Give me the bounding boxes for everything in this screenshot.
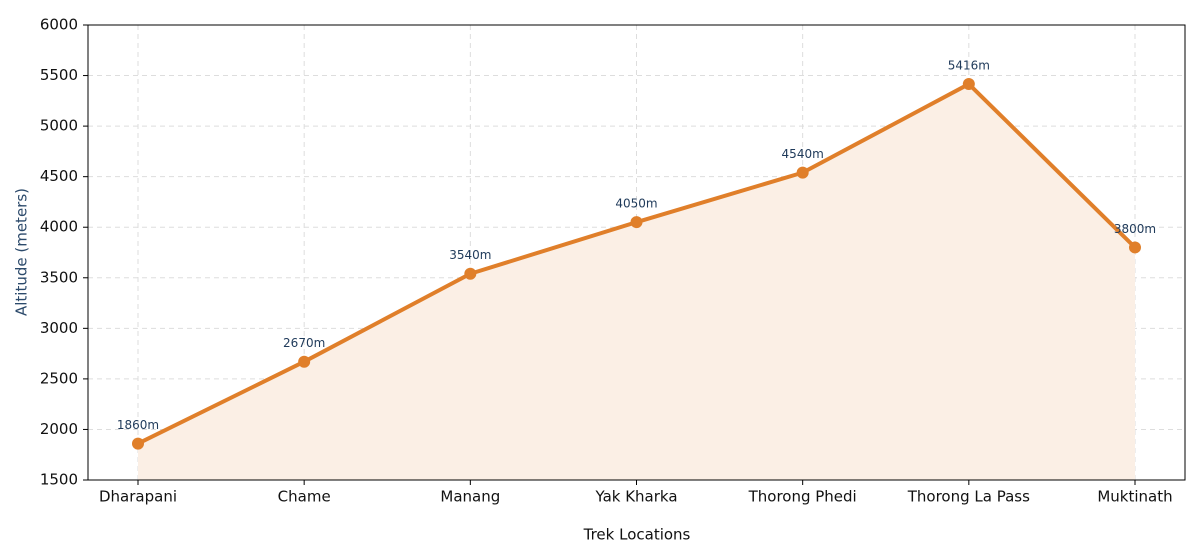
- y-tick-label: 5500: [40, 66, 78, 84]
- data-label: 2670m: [283, 336, 325, 350]
- y-tick-label: 6000: [40, 16, 78, 34]
- x-tick-label: Manang: [440, 488, 500, 506]
- x-tick-label: Yak Kharka: [594, 488, 677, 506]
- point: [132, 437, 144, 450]
- point: [796, 166, 809, 179]
- y-tick-label: 1500: [40, 471, 78, 489]
- y-tick-label: 2000: [40, 420, 78, 438]
- x-axis-label: Trek Locations: [583, 526, 691, 544]
- y-tick-label: 3500: [40, 268, 78, 286]
- data-label: 1860m: [117, 418, 159, 432]
- data-label: 5416m: [948, 59, 990, 73]
- y-tick-label: 4500: [40, 167, 78, 185]
- y-tick-label: 3000: [40, 319, 78, 337]
- area: [138, 84, 1135, 480]
- x-tick-label: Thorong La Pass: [907, 488, 1030, 506]
- x-tick-label: Muktinath: [1097, 488, 1172, 506]
- point: [962, 78, 975, 91]
- y-tick-label: 2500: [40, 369, 78, 387]
- data-label: 3540m: [449, 248, 491, 262]
- y-tick-label: 5000: [40, 117, 78, 135]
- plot-frame: [87, 24, 1186, 481]
- x-tick-label: Chame: [278, 488, 331, 506]
- data-label: 4540m: [782, 147, 824, 161]
- y-tick-label: 4000: [40, 218, 78, 236]
- x-tick-label: Thorong Phedi: [748, 488, 857, 506]
- point: [1129, 241, 1141, 254]
- data-label: 4050m: [615, 197, 657, 211]
- y-axis-label: Altitude (meters): [13, 188, 31, 316]
- point: [298, 355, 311, 368]
- x-tick-label: Dharapani: [99, 488, 177, 506]
- point: [464, 267, 477, 280]
- point: [630, 216, 643, 229]
- data-label: 3800m: [1114, 222, 1156, 236]
